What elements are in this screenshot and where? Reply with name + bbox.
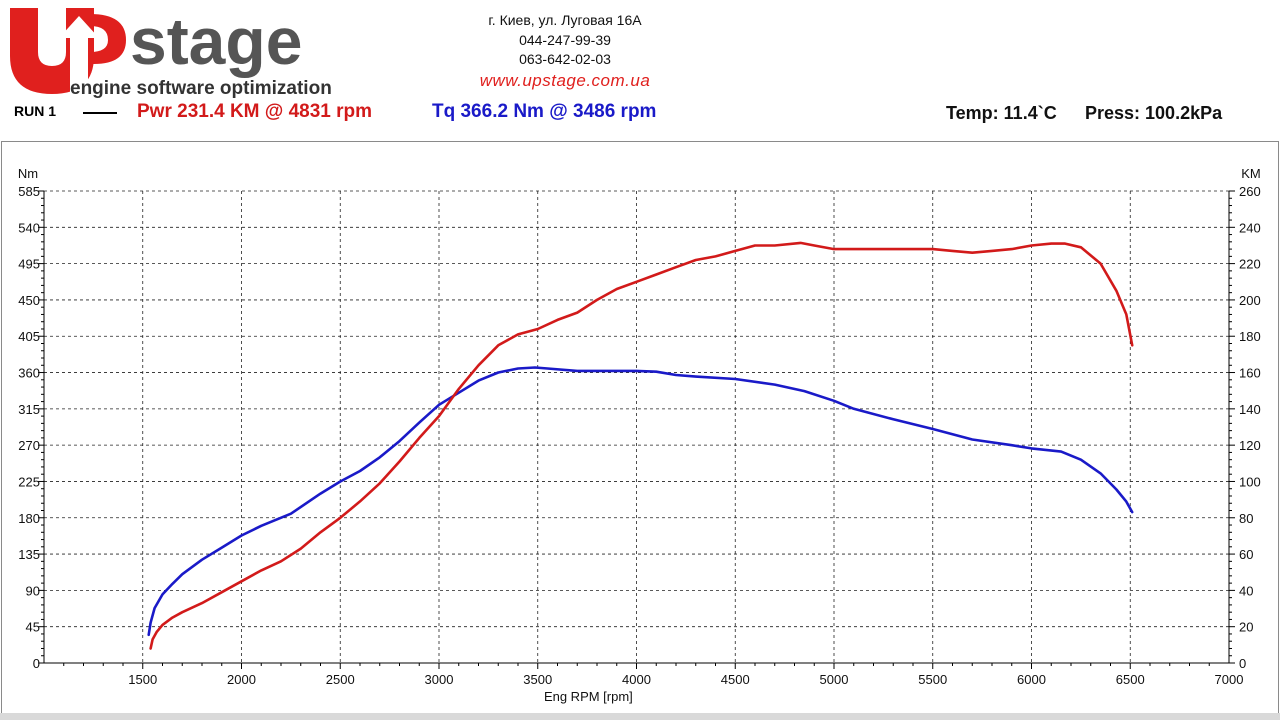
x-tick-label: 5500 [918, 672, 947, 687]
x-tick-label: 6000 [1017, 672, 1046, 687]
y-left-tick-label: 45 [26, 620, 40, 635]
x-tick-label: 2000 [227, 672, 256, 687]
y-left-tick-label: 450 [18, 293, 40, 308]
website-link[interactable]: www.upstage.com.ua [479, 71, 651, 90]
y-left-tick-label: 270 [18, 438, 40, 453]
logo-p-bowl [90, 14, 126, 64]
phone-2-text: 063-642-02-03 [519, 51, 611, 67]
y-left-tick-label: 495 [18, 257, 40, 272]
y-left-tick-label: 540 [18, 220, 40, 235]
chart-frame [1, 141, 1279, 717]
x-axis-title: Eng RPM [rpm] [544, 689, 633, 704]
y-left-tick-label: 360 [18, 366, 40, 381]
y-right-tick-label: 60 [1239, 547, 1253, 562]
y-left-tick-label: 90 [26, 583, 40, 598]
phone-1-text: 044-247-99-39 [519, 32, 611, 48]
power-series-line [149, 241, 1134, 650]
x-tick-label: 6500 [1116, 672, 1145, 687]
power-summary: Pwr 231.4 KM @ 4831 rpm [137, 101, 373, 122]
y-right-tick-label: 160 [1239, 366, 1261, 381]
y-right-tick-label: 100 [1239, 474, 1261, 489]
x-tick-label: 2500 [326, 672, 355, 687]
y-right-tick-label: 80 [1239, 511, 1253, 526]
report-header: stage engine software optimization г. Ки… [0, 0, 1280, 135]
y-right-tick-label: 20 [1239, 620, 1253, 635]
y-left-tick-label: 315 [18, 402, 40, 417]
y-right-tick-label: 40 [1239, 583, 1253, 598]
x-tick-label: 3000 [425, 672, 454, 687]
upstage-logo: stage engine software optimization [10, 4, 332, 98]
y-right-tick-label: 240 [1239, 220, 1261, 235]
run-legend-line [83, 112, 117, 114]
pressure-readout: Press: 100.2kPa [1085, 103, 1223, 123]
y-left-tick-label: 225 [18, 474, 40, 489]
y-left-tick-label: 180 [18, 511, 40, 526]
torque-series-line [147, 366, 1134, 637]
x-tick-label: 5000 [820, 672, 849, 687]
y-left-tick-label: 135 [18, 547, 40, 562]
y-right-tick-label: 260 [1239, 184, 1261, 199]
x-tick-label: 7000 [1215, 672, 1244, 687]
run-label: RUN 1 [14, 103, 57, 119]
y-left-tick-label: 405 [18, 329, 40, 344]
temperature-readout: Temp: 11.4`C [946, 103, 1057, 123]
x-tick-label: 3500 [523, 672, 552, 687]
y-right-tick-label: 120 [1239, 438, 1261, 453]
x-tick-label: 4500 [721, 672, 750, 687]
x-tick-label: 1500 [128, 672, 157, 687]
y-left-axis-title: Nm [18, 166, 38, 181]
y-right-tick-label: 180 [1239, 329, 1261, 344]
logo-wordmark: stage [130, 4, 302, 78]
y-left-tick-label: 0 [33, 656, 40, 671]
y-right-tick-label: 220 [1239, 257, 1261, 272]
address-text: г. Киев, ул. Луговая 16А [488, 12, 642, 28]
logo-arrow-shape [59, 16, 99, 92]
y-left-tick-label: 585 [18, 184, 40, 199]
y-right-tick-label: 140 [1239, 402, 1261, 417]
y-right-axis-title: KM [1241, 166, 1261, 181]
x-tick-label: 4000 [622, 672, 651, 687]
torque-summary: Tq 366.2 Nm @ 3486 rpm [432, 101, 657, 122]
logo-tagline: engine software optimization [70, 78, 332, 98]
bottom-scrollbar[interactable] [0, 713, 1280, 720]
y-right-tick-label: 0 [1239, 656, 1246, 671]
y-right-tick-label: 200 [1239, 293, 1261, 308]
